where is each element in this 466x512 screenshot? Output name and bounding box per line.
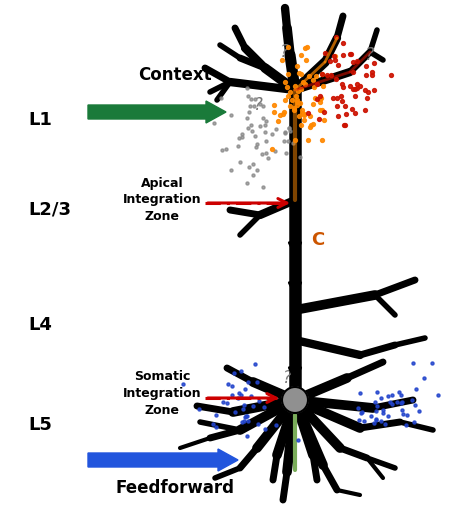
Text: ?: ? <box>280 43 290 61</box>
FancyArrow shape <box>88 101 226 123</box>
Text: Apical
Integration
Zone: Apical Integration Zone <box>123 177 201 224</box>
Text: Context: Context <box>138 66 212 84</box>
FancyArrow shape <box>88 449 238 471</box>
Text: ?: ? <box>365 46 375 64</box>
Text: L2/3: L2/3 <box>28 201 71 219</box>
Text: Feedforward: Feedforward <box>116 479 234 497</box>
Text: ?: ? <box>254 96 262 114</box>
Text: L1: L1 <box>28 111 52 129</box>
Text: ?: ? <box>282 369 291 387</box>
Circle shape <box>282 387 308 413</box>
Text: C: C <box>311 231 324 249</box>
Text: Somatic
Integration
Zone: Somatic Integration Zone <box>123 370 201 416</box>
Text: L5: L5 <box>28 416 52 434</box>
Text: L4: L4 <box>28 316 52 334</box>
